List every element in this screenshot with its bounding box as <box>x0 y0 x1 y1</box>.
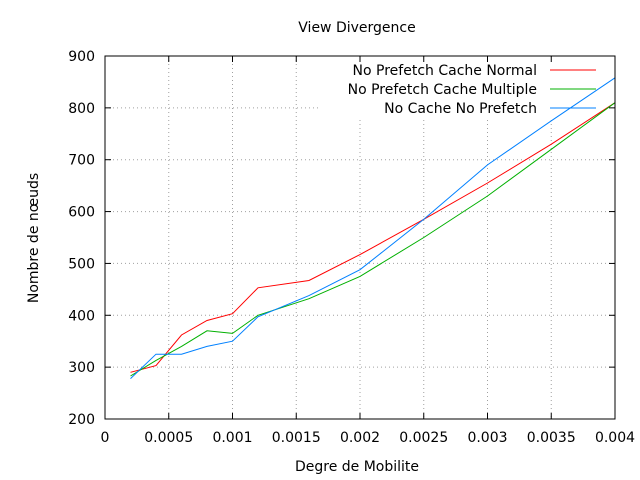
legend-label-1: No Prefetch Cache Normal <box>353 63 537 79</box>
legend-mask <box>320 57 614 117</box>
x-tick-label: 0.003 <box>467 430 507 446</box>
tick-layer: 0 0.0005 0.001 0.0015 0.002 0.0025 0.003 0.0035… <box>68 49 635 446</box>
legend-background <box>320 57 614 117</box>
y-tick-label: 800 <box>68 101 95 117</box>
x-tick-label: 0.002 <box>340 430 380 446</box>
y-tick-label: 900 <box>68 49 95 65</box>
y-tick-label: 300 <box>68 360 95 376</box>
x-tick-label: 0.0035 <box>527 430 576 446</box>
x-tick-label: 0.0025 <box>399 430 448 446</box>
chart-title: View Divergence <box>298 20 415 36</box>
y-tick-label: 600 <box>68 205 95 221</box>
y-tick-label: 700 <box>68 153 95 169</box>
series-line-3 <box>130 77 616 379</box>
series-line-2 <box>130 102 616 377</box>
y-tick-label: 400 <box>68 308 95 324</box>
x-tick-label: 0.0015 <box>272 430 321 446</box>
legend-label-3: No Cache No Prefetch <box>384 101 537 117</box>
x-axis-label: Degre de Mobilite <box>295 459 419 475</box>
y-tick-label: 500 <box>68 256 95 272</box>
legend-label-2: No Prefetch Cache Multiple <box>348 82 537 98</box>
x-tick-label: 0.0005 <box>144 430 193 446</box>
legend: No Prefetch Cache Normal No Prefetch Cach… <box>348 63 596 117</box>
x-tick-label: 0.001 <box>212 430 252 446</box>
y-axis-label: Nombre de nœuds <box>26 173 42 303</box>
x-tick-label: 0.004 <box>595 430 635 446</box>
x-tick-label: 0 <box>101 430 110 446</box>
series-line-1 <box>130 102 616 373</box>
y-tick-label: 200 <box>68 412 95 428</box>
series-layer <box>130 77 616 379</box>
